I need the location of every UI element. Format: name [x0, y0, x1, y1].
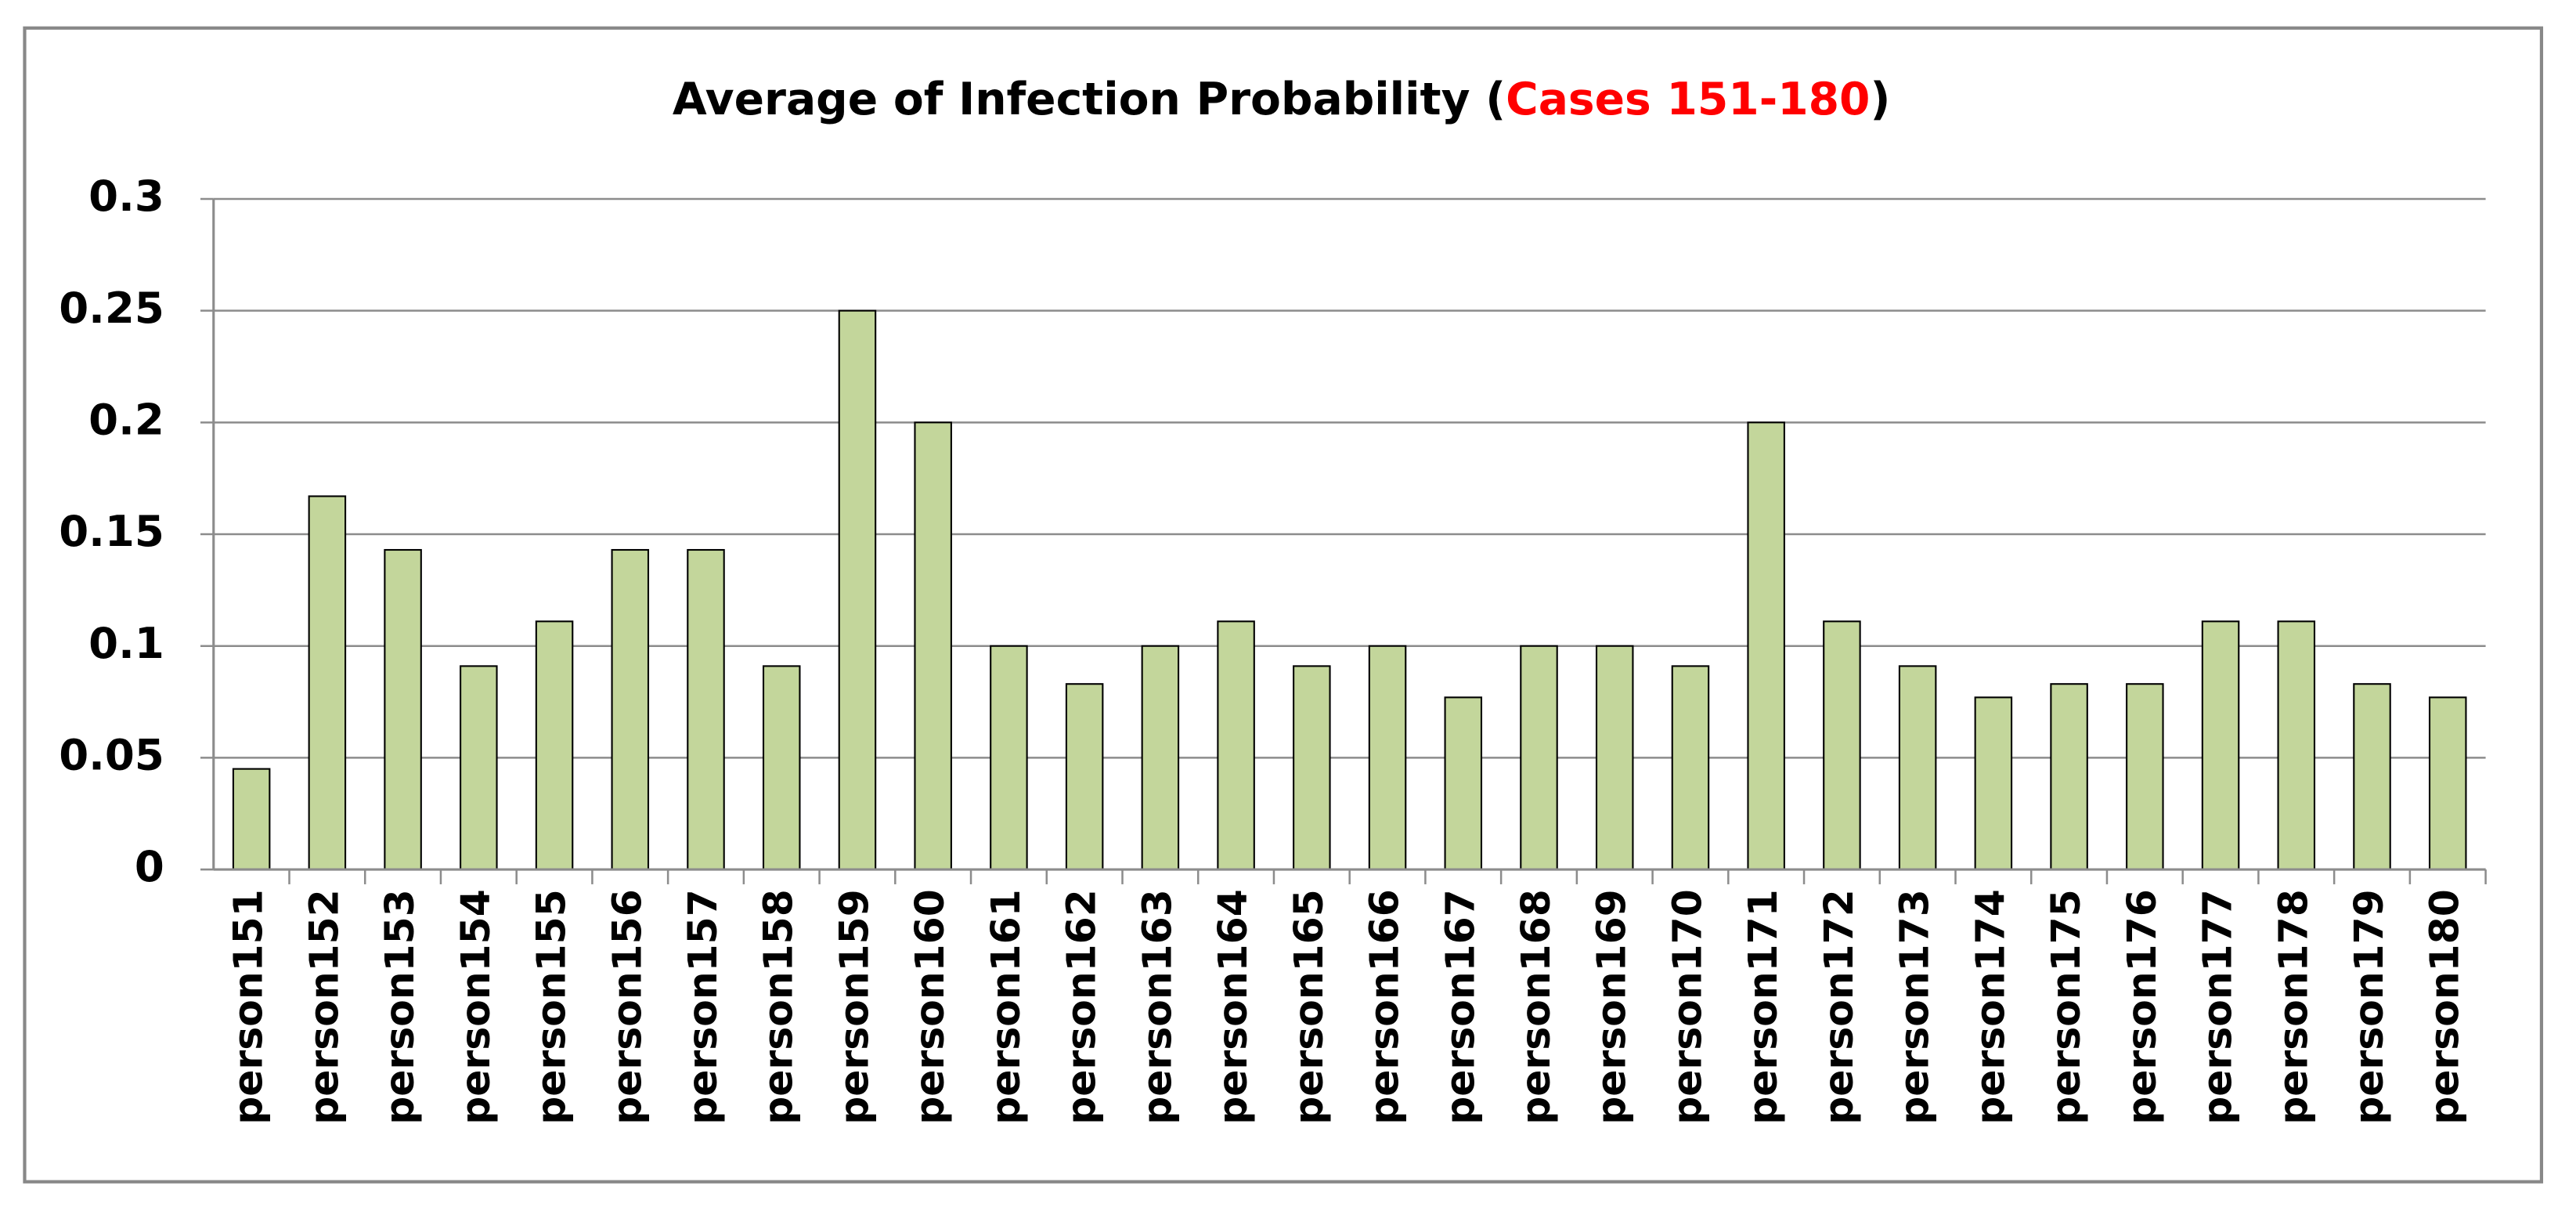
x-tick-label: person168 — [1513, 889, 1559, 1125]
y-tick-label: 0.3 — [88, 171, 164, 221]
bar — [1141, 645, 1180, 871]
bar — [2201, 620, 2240, 871]
bar — [2277, 620, 2316, 871]
bar — [1671, 665, 1710, 871]
x-tick-label: person172 — [1816, 889, 1862, 1125]
bar — [990, 645, 1028, 871]
title-suffix: ) — [1870, 74, 1890, 125]
chart-frame — [23, 26, 2544, 1184]
x-tick-label: person158 — [756, 889, 802, 1125]
bar — [308, 495, 347, 871]
title-highlight: Cases 151-180 — [1506, 74, 1870, 125]
bar — [611, 548, 650, 871]
bar — [1747, 421, 1785, 871]
x-tick-label: person157 — [680, 889, 726, 1125]
bar — [1293, 665, 1331, 871]
bar — [2050, 683, 2088, 871]
x-tick-label: person160 — [907, 889, 953, 1125]
x-tick-label: person171 — [1740, 889, 1786, 1125]
x-tick-label: person164 — [1210, 889, 1256, 1125]
x-tick-label: person155 — [529, 889, 575, 1125]
y-tick-label: 0 — [135, 841, 164, 891]
y-tick-label: 0.25 — [59, 283, 164, 333]
bar — [1444, 696, 1483, 871]
bar — [460, 665, 498, 871]
x-tick-label: person166 — [1362, 889, 1408, 1125]
bar — [1065, 683, 1104, 871]
bar — [762, 665, 801, 871]
y-tick-label: 0.2 — [88, 394, 164, 444]
bar — [1898, 665, 1937, 871]
x-tick-label: person153 — [377, 889, 423, 1125]
x-tick-label: person174 — [1967, 889, 2013, 1125]
x-tick-label: person175 — [2043, 889, 2089, 1125]
x-tick-label: person154 — [453, 889, 499, 1125]
x-tick-label: person177 — [2195, 889, 2241, 1125]
x-tick-label: person159 — [831, 889, 877, 1125]
bar — [1217, 620, 1255, 871]
x-tick-label: person176 — [2119, 889, 2165, 1125]
x-tick-label: person162 — [1059, 889, 1105, 1125]
y-tick-label: 0.15 — [59, 506, 164, 556]
bar — [914, 421, 952, 871]
bar — [2126, 683, 2164, 871]
x-tick-label: person163 — [1134, 889, 1180, 1125]
x-tick-label: person179 — [2346, 889, 2392, 1125]
x-tick-label: person165 — [1286, 889, 1332, 1125]
x-tick-label: person178 — [2270, 889, 2316, 1125]
x-tick-label: person161 — [983, 889, 1029, 1125]
x-tick-label: person151 — [225, 889, 272, 1125]
x-tick-label: person169 — [1589, 889, 1635, 1125]
bar — [1520, 645, 1558, 871]
bar — [384, 548, 422, 871]
bar — [1823, 620, 1861, 871]
bar — [2353, 683, 2391, 871]
x-tick-label: person156 — [604, 889, 650, 1125]
x-tick-label: person170 — [1664, 889, 1710, 1125]
x-tick-label: person180 — [2422, 889, 2468, 1125]
bar — [232, 768, 271, 871]
bar — [2428, 696, 2467, 871]
y-tick-label: 0.1 — [88, 618, 164, 668]
x-tick-label: person173 — [1892, 889, 1938, 1125]
y-tick-label: 0.05 — [59, 730, 164, 780]
chart-title: Average of Infection Probability (Cases … — [673, 74, 1890, 125]
x-tick-label: person167 — [1437, 889, 1483, 1125]
title-prefix: Average of Infection Probability ( — [673, 74, 1506, 125]
bar — [1368, 645, 1407, 871]
bar — [535, 620, 574, 871]
x-tick-label: person152 — [301, 889, 347, 1125]
bar — [687, 548, 725, 871]
bar — [1974, 696, 2013, 871]
bar — [838, 309, 877, 871]
bar — [1595, 645, 1634, 871]
